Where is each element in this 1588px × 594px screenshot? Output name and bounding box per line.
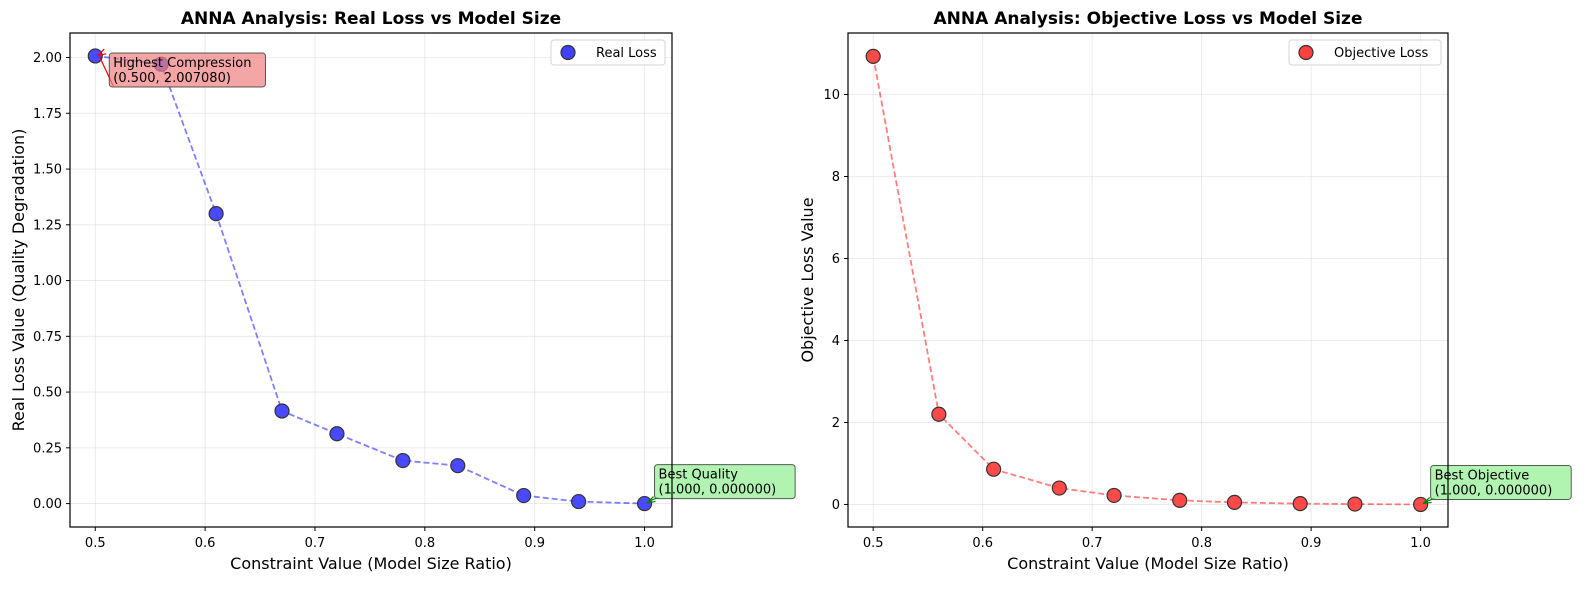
y-tick-label: 2.00 (33, 51, 62, 66)
grid (848, 33, 1448, 527)
chart-title: ANNA Analysis: Objective Loss vs Model S… (934, 9, 1363, 29)
y-axis-ticks: 0.00 0.25 0.50 0.75 1.00 1.25 1.50 1.75 2.00 (33, 51, 70, 512)
x-tick-label: 0.8 (414, 536, 435, 551)
x-axis-label: Constraint Value (Model Size Ratio) (230, 554, 512, 573)
series-line (95, 55, 645, 505)
data-point (87, 48, 103, 64)
y-axis-label: Objective Loss Value (798, 197, 817, 362)
data-point (1172, 492, 1188, 508)
data-point (1292, 496, 1308, 512)
y-tick-label: 10 (823, 88, 840, 103)
data-point (1226, 494, 1243, 511)
data-point (986, 461, 1002, 477)
data-point (1051, 480, 1067, 496)
x-tick-label: 0.6 (972, 536, 993, 551)
data-point (931, 406, 947, 422)
annotation-title: Highest Compression (113, 56, 251, 71)
annotation-box (654, 464, 796, 500)
data-point (450, 458, 466, 474)
annotation: Highest Compression(0.500, 2.007080) (96, 48, 266, 88)
x-tick-label: 1.0 (634, 536, 655, 551)
annotation: Best Quality(1.000, 0.000000) (645, 464, 796, 504)
annotation-box (1430, 464, 1572, 500)
x-tick-label: 0.5 (863, 536, 884, 551)
arrow-head-icon (1421, 497, 1432, 505)
y-tick-label: 1.75 (33, 107, 62, 122)
x-tick-label: 0.5 (85, 536, 106, 551)
series-line (872, 56, 1421, 506)
legend-marker (1298, 44, 1314, 61)
y-tick-label: 0.00 (33, 497, 62, 512)
annotation-value: (0.500, 2.007080) (113, 71, 231, 86)
y-axis-ticks: 0 2 4 6 8 10 (823, 88, 848, 513)
x-tick-label: 0.8 (1191, 536, 1212, 551)
legend-box (1288, 39, 1442, 66)
y-tick-label: 4 (832, 334, 840, 349)
x-tick-label: 1.0 (1410, 536, 1431, 551)
annotation-box (108, 52, 266, 88)
series-markers (865, 48, 1429, 513)
data-point (208, 206, 224, 222)
legend-label: Real Loss (596, 46, 657, 61)
chart-title: ANNA Analysis: Real Loss vs Model Size (181, 9, 561, 29)
data-point (1413, 496, 1429, 513)
x-tick-label: 0.6 (195, 536, 216, 551)
real-loss-chart: ANNA Analysis: Real Loss vs Model Size H… (9, 9, 796, 573)
y-tick-label: 1.25 (33, 218, 62, 233)
y-tick-label: 2 (832, 416, 840, 431)
arrow-head-icon (96, 48, 107, 56)
series-line-objective-loss (872, 56, 1421, 506)
data-point (274, 403, 290, 419)
legend-marker (560, 44, 576, 61)
y-tick-label: 1.00 (33, 274, 62, 289)
x-axis-ticks: 0.5 0.6 0.7 0.8 0.9 1.0 (863, 527, 1431, 551)
annotation-value: (1.000, 0.000000) (659, 483, 777, 498)
y-tick-label: 0.25 (33, 441, 62, 456)
y-tick-label: 0.50 (33, 386, 62, 401)
annotations: Highest Compression(0.500, 2.007080) Best… (96, 48, 796, 504)
annotations: Best Objective(1.000, 0.000000) (1421, 464, 1572, 505)
y-tick-label: 0 (832, 498, 840, 513)
x-axis-ticks: 0.5 0.6 0.7 0.8 0.9 1.0 (85, 527, 655, 551)
y-axis-label: Real Loss Value (Quality Degradation) (9, 129, 28, 432)
data-point (865, 48, 881, 64)
data-point (1347, 496, 1363, 512)
y-tick-label: 8 (832, 170, 840, 185)
grid (70, 33, 672, 527)
legend: Objective Loss (1288, 39, 1442, 66)
y-tick-label: 0.75 (33, 330, 62, 345)
annotation-title: Best Objective (1435, 468, 1530, 483)
series-markers (87, 48, 653, 512)
y-tick-label: 6 (832, 252, 840, 267)
annotation-title: Best Quality (659, 468, 739, 483)
annotation-value: (1.000, 0.000000) (1435, 483, 1553, 498)
series-line-real-loss (95, 55, 645, 505)
legend: Real Loss (550, 39, 666, 66)
data-point (395, 452, 411, 469)
x-tick-label: 0.7 (305, 536, 326, 551)
plot-frame (847, 32, 1449, 528)
legend-box (550, 39, 666, 66)
legend-label: Objective Loss (1334, 46, 1429, 61)
x-tick-label: 0.9 (524, 536, 545, 551)
objective-loss-chart: ANNA Analysis: Objective Loss vs Model S… (798, 9, 1572, 573)
arrow-head-icon (645, 496, 656, 504)
data-point (516, 487, 532, 504)
x-tick-label: 0.7 (1082, 536, 1103, 551)
plot-frame (69, 32, 673, 528)
data-point (1106, 487, 1122, 504)
y-tick-label: 1.50 (33, 163, 62, 178)
x-axis-label: Constraint Value (Model Size Ratio) (1007, 554, 1289, 573)
annotation: Best Objective(1.000, 0.000000) (1421, 464, 1572, 505)
data-point (571, 493, 587, 510)
x-tick-label: 0.9 (1301, 536, 1322, 551)
data-point (329, 426, 345, 442)
data-point (636, 495, 653, 512)
